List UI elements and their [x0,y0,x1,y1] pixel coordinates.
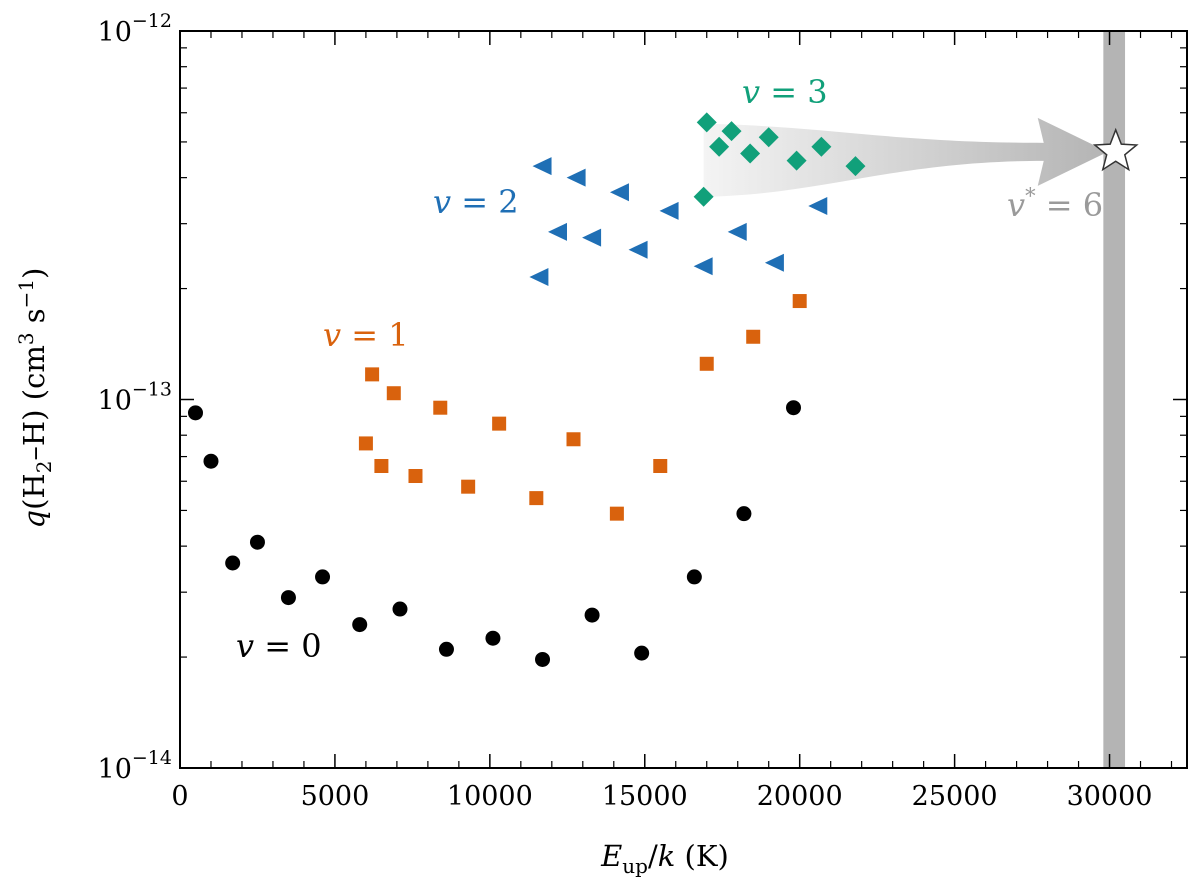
data-point [693,186,714,207]
data-point [485,630,501,646]
x-tick-label: 5000 [301,781,370,812]
data-point [374,458,389,473]
data-point [566,432,581,447]
series-label-v2: v = 2 [433,183,519,221]
data-point [792,294,807,309]
data-point [529,491,544,506]
x-tick-label: 30000 [1067,781,1153,812]
data-point [386,386,401,401]
data-point [764,253,784,272]
x-tick-label: 10000 [447,781,533,812]
data-point [461,479,476,494]
data-point [740,143,761,164]
series-label-v3: v = 3 [742,73,828,111]
data-point [709,136,730,157]
x-tick-labels: 0 5000 10000 15000 20000 25000 30000 [171,781,1152,812]
data-point [392,601,408,617]
y-tick-label: 10−14 [98,747,172,785]
data-point [187,405,203,421]
data-point [653,458,668,473]
data-point [686,569,702,585]
data-point [315,569,331,585]
data-point [203,453,219,469]
data-point [438,641,454,657]
x-tick-label: 0 [171,781,188,812]
series-v0 [187,400,801,667]
data-point [532,157,552,176]
x-axis-title: Eup/k (K) [600,839,729,878]
data-points-layer [187,112,866,667]
data-point [280,590,296,606]
data-point [628,240,648,259]
x-tick-label: 15000 [602,781,688,812]
data-point [535,651,551,667]
y-tick-label: 10−13 [98,379,172,417]
data-point [352,617,368,633]
data-point [746,329,761,344]
data-point [433,400,448,415]
data-point [609,183,629,202]
data-point [808,197,828,216]
extrapolation-arrow [703,117,1108,197]
data-point [529,267,549,286]
data-point [566,168,586,187]
data-point [408,469,423,484]
x-tick-label: 20000 [757,781,843,812]
data-point [786,150,807,171]
series-label-v1: v = 1 [323,316,409,354]
series-v1 [358,294,807,521]
data-point [721,121,742,142]
data-point [365,367,380,382]
data-point [225,555,241,571]
y-tick-label: 10−12 [98,10,172,48]
axes-layer [179,30,1188,769]
data-point [582,228,602,247]
data-point [249,534,265,550]
data-point [358,436,373,451]
data-point [548,222,568,241]
extrapolation-label: v* = 6 [1007,184,1103,224]
plot-frame [179,30,1188,769]
data-point [696,112,717,133]
data-point [634,645,650,661]
data-point [699,356,714,371]
series-v2 [529,157,828,286]
y-tick-labels: 10−14 10−13 10−12 [98,10,172,785]
data-point [785,400,801,416]
data-point [693,257,713,276]
data-point [758,127,779,148]
y-axis-title: q(H2–H) (cm3 s−1) [14,268,56,529]
data-point [811,136,832,157]
data-point [845,156,866,177]
extrapolation-star-marker [1092,127,1139,172]
data-point [584,607,600,623]
extrapolation-layer [703,31,1139,768]
data-point [609,506,624,521]
series-label-v0: v = 0 [236,627,322,665]
x-tick-label: 25000 [912,781,998,812]
data-point [736,506,752,522]
extrapolation-band [1103,31,1126,768]
series-v3 [693,112,866,207]
data-point [492,416,507,431]
data-point [727,222,747,241]
data-point [659,201,679,220]
